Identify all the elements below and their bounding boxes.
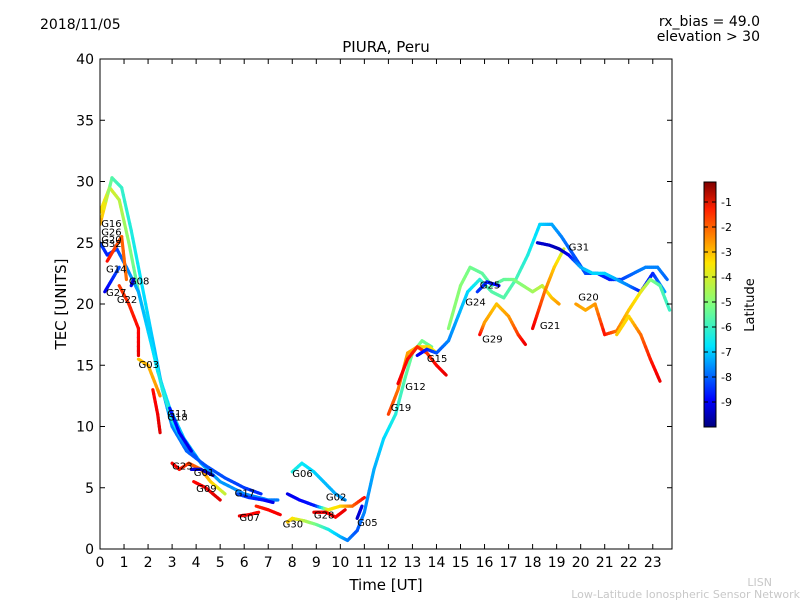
track-point [558, 303, 559, 304]
colorbar-tick-label: -5 [721, 296, 732, 309]
y-tick-label: 20 [76, 297, 94, 313]
y-tick-label: 25 [76, 236, 94, 252]
x-tick-label: 16 [476, 555, 494, 571]
track-point [658, 378, 660, 382]
track-point [194, 455, 196, 457]
y-tick-label: 15 [76, 358, 94, 374]
track-point [218, 498, 220, 500]
colorbar-tick-label: -3 [721, 246, 732, 259]
satellite-label: G01 [194, 468, 214, 479]
track-point [258, 493, 261, 494]
x-tick-label: 13 [404, 555, 422, 571]
satellite-label: G17 [235, 489, 255, 500]
track-point [189, 448, 191, 451]
satellite-label: G05 [357, 518, 377, 529]
satellite-label: G12 [405, 382, 425, 393]
satellite-label: G25 [480, 280, 500, 291]
satellite-label: G29 [482, 334, 502, 345]
satellite-label: G02 [326, 492, 346, 503]
chart-title: PIURA, Peru [342, 38, 429, 56]
colorbar-tick-label: -1 [721, 196, 732, 209]
colorbar-tick-label: -7 [721, 346, 732, 359]
x-tick-label: 23 [644, 555, 662, 571]
colorbar-tick-label: -4 [721, 271, 732, 284]
y-axis-label: TEC [UNITS] [52, 259, 70, 351]
track-point [344, 510, 346, 511]
satellite-label: G30 [283, 519, 303, 530]
x-tick-label: 0 [96, 555, 105, 571]
satellite-label: G09 [196, 484, 216, 495]
y-tick-label: 10 [76, 420, 94, 436]
satellite-label: G20 [578, 293, 598, 304]
x-tick-label: 20 [572, 555, 590, 571]
satellite-label: G15 [427, 354, 447, 365]
x-tick-label: 5 [216, 555, 225, 571]
x-tick-label: 14 [428, 555, 446, 571]
satellite-label: G03 [138, 360, 158, 371]
satellite-label: G14 [106, 264, 126, 275]
x-tick-label: 1 [120, 555, 129, 571]
track-point [223, 492, 225, 494]
satellite-label: G22 [117, 295, 137, 306]
x-tick-label: 8 [288, 555, 297, 571]
satellite-label: G08 [129, 277, 149, 288]
track-point [668, 306, 670, 310]
x-tick-label: 9 [312, 555, 321, 571]
satellite-label: G07 [239, 513, 259, 524]
satellite-label: G18 [167, 413, 187, 424]
y-tick-label: 5 [85, 481, 94, 497]
x-tick-label: 22 [620, 555, 638, 571]
colorbar-tick-label: -8 [721, 371, 732, 384]
x-axis-label: Time [UT] [348, 576, 422, 594]
x-tick-label: 4 [192, 555, 201, 571]
y-tick-label: 35 [76, 113, 94, 129]
satellite-label: G28 [314, 511, 334, 522]
track-point [361, 506, 362, 508]
plot-frame [100, 59, 672, 549]
colorbar [704, 182, 716, 427]
x-tick-label: 19 [548, 555, 566, 571]
satellite-label: G06 [292, 469, 312, 480]
satellite-label: G24 [465, 298, 485, 309]
x-tick-label: 11 [355, 555, 373, 571]
x-tick-label: 3 [168, 555, 177, 571]
track-point [278, 514, 280, 515]
x-tick-label: 17 [500, 555, 518, 571]
x-tick-label: 6 [240, 555, 249, 571]
x-tick-label: 12 [379, 555, 397, 571]
track-point [444, 373, 446, 375]
colorbar-tick-label: -6 [721, 321, 732, 334]
satellite-label: G21 [540, 321, 560, 332]
x-tick-label: 18 [524, 555, 542, 571]
track-point [666, 277, 668, 279]
x-tick-label: 7 [264, 555, 273, 571]
y-tick-label: 40 [76, 52, 94, 68]
track-point [524, 343, 525, 345]
colorbar-tick-label: -2 [721, 221, 732, 234]
satellite-label: G32 [101, 239, 121, 250]
colorbar-tick-label: -9 [721, 396, 732, 409]
satellite-label: G31 [569, 242, 589, 253]
satellite-label: G23 [172, 462, 192, 473]
colorbar-label: Latitude [743, 278, 758, 332]
x-tick-label: 2 [144, 555, 153, 571]
satellite-track [617, 316, 660, 381]
x-tick-label: 15 [452, 555, 470, 571]
satellite-label: G19 [391, 403, 411, 414]
x-tick-label: 21 [596, 555, 614, 571]
track-point [362, 498, 364, 499]
x-tick-label: 10 [331, 555, 349, 571]
y-tick-label: 30 [76, 175, 94, 191]
credit-network: Low-Latitude Ionospheric Sensor Network [571, 588, 800, 601]
y-tick-label: 0 [85, 542, 94, 558]
